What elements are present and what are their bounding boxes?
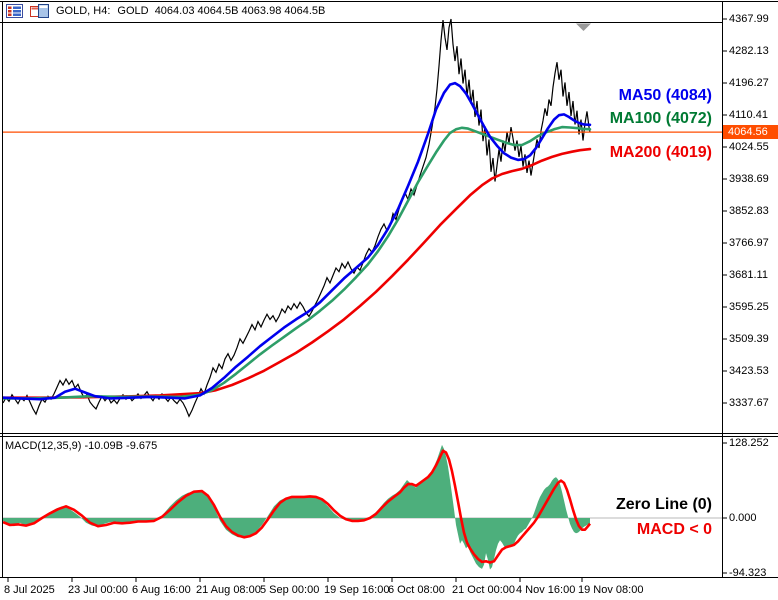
signal-line xyxy=(3,449,592,564)
macd-area xyxy=(3,444,590,570)
quote-strip: GOLD, H4: GOLD 4064.03 4064.5B 4063.98 4… xyxy=(0,0,722,22)
price-axis-label: 3423.53 xyxy=(729,365,769,377)
zero-line-label: Zero Line (0) xyxy=(615,496,712,513)
ma200-line xyxy=(3,147,592,399)
time-axis-label: 19 Nov 08:00 xyxy=(578,584,644,596)
time-axis-label: 23 Jul 00:00 xyxy=(68,584,128,596)
price-axis-label: 3766.97 xyxy=(729,237,769,249)
macd-pane[interactable] xyxy=(3,444,722,570)
macd-below-zero-label: MACD < 0 xyxy=(636,521,712,538)
price-axis-label: 4024.55 xyxy=(729,141,769,153)
time-axis-label: 19 Sep 16:00 xyxy=(324,584,390,596)
price-axis-label: 4110.41 xyxy=(729,109,768,121)
price-line xyxy=(3,18,591,418)
ma50-line xyxy=(3,81,592,401)
axis-ticks xyxy=(7,18,727,582)
chart-shift-marker-icon[interactable] xyxy=(576,23,591,32)
price-axis-label: 3509.39 xyxy=(729,333,769,345)
macd-axis-label: -94.323 xyxy=(729,567,767,579)
price-axis-label: 3852.83 xyxy=(729,205,769,217)
price-axis-label: 3337.67 xyxy=(729,397,769,409)
macd-axis-label: 128.252 xyxy=(729,437,769,449)
ma100-line xyxy=(3,125,592,400)
chart-windows-icon[interactable] xyxy=(30,4,49,18)
time-axis-label: 4 Nov 16:00 xyxy=(516,584,576,596)
panel-borders-under xyxy=(0,1,778,23)
price-axis-label: 3938.69 xyxy=(729,173,769,185)
price-axis-label: 4367.99 xyxy=(729,13,769,25)
time-axis-label: 6 Oct 08:00 xyxy=(388,584,445,596)
time-axis-label: 6 Aug 16:00 xyxy=(132,584,191,596)
ma100-label: MA100 (4072) xyxy=(609,110,712,127)
market-watch-icon[interactable] xyxy=(6,4,23,18)
time-axis-label: 5 Sep 00:00 xyxy=(260,584,320,596)
price-axis-label: 3681.11 xyxy=(729,269,768,281)
time-axis-label: 21 Oct 00:00 xyxy=(452,584,515,596)
price-pane[interactable] xyxy=(3,18,722,418)
time-axis-label: 21 Aug 08:00 xyxy=(196,584,261,596)
price-axis-label: 4196.27 xyxy=(729,77,769,89)
price-axis-label: 4282.13 xyxy=(729,45,769,57)
panel-borders xyxy=(0,2,778,578)
ma200-label: MA200 (4019) xyxy=(609,144,712,161)
ma50-label: MA50 (4084) xyxy=(618,87,712,104)
current-price-tag: 4064.56 xyxy=(723,125,778,140)
macd-indicator-label: MACD(12,35,9) -10.09B -9.675 xyxy=(5,440,158,452)
macd-axis-label: 0.000 xyxy=(729,512,757,524)
price-axis-label: 3595.25 xyxy=(729,301,769,313)
ohlc-quote: GOLD 4064.03 4064.5B 4063.98 4064.5B xyxy=(117,5,326,17)
time-axis-label: 8 Jul 2025 xyxy=(4,584,55,596)
symbol-period: GOLD, H4: xyxy=(56,5,111,17)
